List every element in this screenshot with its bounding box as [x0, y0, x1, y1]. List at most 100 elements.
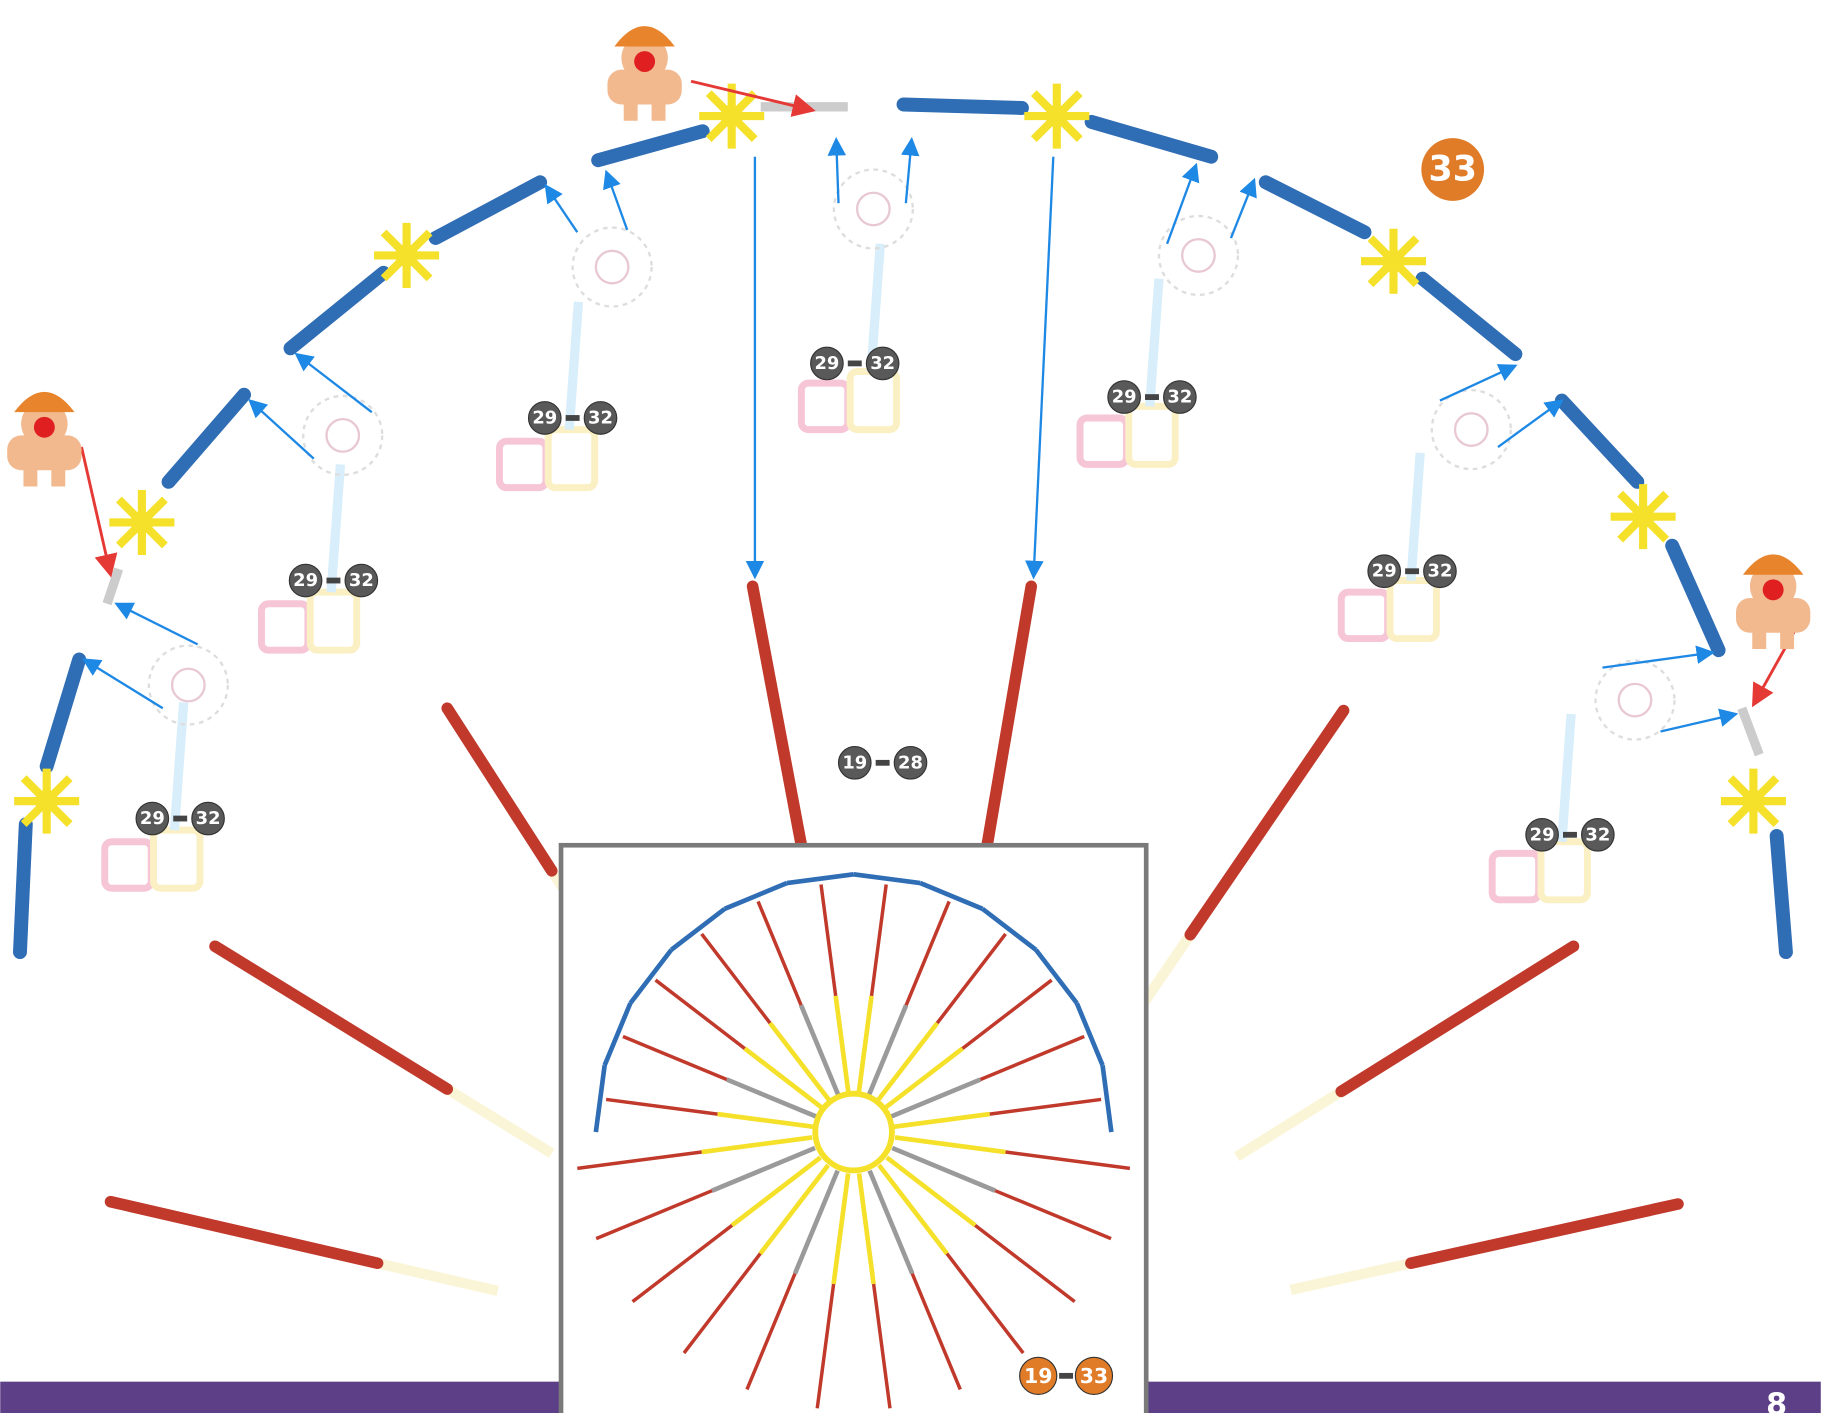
red-rod	[981, 580, 1038, 852]
faint-connector	[1337, 588, 1392, 643]
range-dash	[847, 360, 862, 367]
red-rod	[441, 702, 558, 877]
white-hub	[1617, 682, 1653, 718]
page-number: 8	[1766, 1387, 1787, 1413]
mascot-helmet	[614, 26, 675, 47]
range-number: 32	[1585, 824, 1610, 845]
range-badge	[1367, 554, 1402, 589]
inset-spoke	[877, 1163, 949, 1256]
faint-rod	[1406, 452, 1425, 581]
faint-connector	[1386, 577, 1440, 643]
blue-arrow	[603, 169, 629, 231]
blue-rod	[896, 97, 1029, 115]
faint-connector	[846, 368, 901, 434]
mascot-leg	[51, 458, 66, 487]
range-number: 32	[1428, 561, 1453, 582]
range-badge	[1074, 1356, 1114, 1396]
blue-rod	[1554, 393, 1645, 489]
inset-spoke	[881, 1046, 964, 1112]
hub	[1631, 505, 1655, 529]
inset-spoke	[887, 1077, 982, 1120]
inset-spoke	[725, 1077, 820, 1120]
mascot-leg	[1752, 621, 1767, 650]
inset-spoke	[904, 900, 951, 1006]
red-rod	[1405, 1198, 1684, 1270]
range-number: 32	[588, 407, 613, 428]
blue-arrow	[900, 137, 920, 204]
inset-rim	[669, 906, 727, 952]
inset-rim	[723, 880, 788, 911]
faint-connector	[1488, 849, 1543, 904]
mascot-helmet	[1742, 554, 1804, 575]
white-hub	[170, 667, 206, 703]
step-labels: 33 29 32 29 32 29 32 29 32 29 32 29 32 29 32 19 28 19 33	[135, 138, 1615, 1396]
blue-arrow	[827, 137, 847, 204]
blue-arrow	[114, 602, 199, 646]
inset-spoke	[595, 1189, 713, 1241]
inset-spoke	[869, 884, 888, 997]
white-hub	[325, 417, 361, 453]
inset-spoke	[935, 932, 1007, 1025]
hub	[1045, 104, 1069, 128]
inset-hub	[812, 1090, 895, 1174]
mascot-leg	[623, 92, 638, 121]
inset-spoke	[743, 1046, 826, 1112]
inset-box	[558, 842, 1149, 1413]
inset-spoke	[756, 900, 803, 1006]
range-number: 29	[293, 570, 318, 591]
red-rod	[209, 940, 454, 1095]
white-hub	[1157, 214, 1240, 297]
range-badge	[1525, 817, 1559, 852]
inset-rim	[593, 1065, 607, 1133]
blue-arrow	[1602, 645, 1716, 669]
faint-rod	[564, 301, 584, 430]
faint-rod	[1145, 278, 1164, 407]
blue-arrow	[1497, 399, 1564, 448]
faint-connector	[257, 600, 312, 654]
faint-connector	[1125, 402, 1179, 468]
faint-connector	[1076, 414, 1130, 468]
inset-spoke	[605, 1097, 718, 1116]
inset-rim	[1100, 1065, 1114, 1133]
blue-rod	[39, 652, 87, 774]
white-hub	[147, 644, 229, 726]
inset-rim	[628, 948, 674, 1005]
white-hub	[1430, 388, 1512, 471]
range-number: 32	[349, 570, 374, 591]
blue-rod	[428, 175, 548, 245]
range-number: 28	[898, 752, 923, 773]
white-hub	[1181, 238, 1216, 273]
inset-spoke	[758, 1163, 831, 1256]
range-dash	[1145, 394, 1159, 400]
mascot-leg	[651, 92, 666, 121]
inset-rim	[981, 906, 1038, 952]
blue-arrow	[294, 352, 373, 414]
inset-spoke	[717, 1111, 817, 1130]
blue-rod	[1258, 175, 1372, 240]
faint-connector	[101, 838, 155, 892]
blue-rod	[283, 265, 391, 356]
white-hub	[855, 191, 891, 227]
range-number: 32	[196, 808, 221, 829]
faint-rod	[1557, 713, 1576, 843]
faint-connector	[306, 588, 361, 654]
range-badge	[288, 563, 323, 598]
range-badge	[1423, 554, 1457, 589]
step-number: 33	[1428, 150, 1476, 190]
inset-spoke	[711, 1145, 816, 1193]
inset-spoke	[856, 1173, 876, 1285]
faint-connector	[797, 379, 852, 434]
inset-rim	[602, 1002, 633, 1067]
hub	[395, 244, 418, 267]
inset-spoke	[768, 1021, 833, 1104]
inset-spoke	[745, 1272, 797, 1391]
inset-rim	[919, 880, 984, 911]
range-badge	[135, 801, 170, 836]
inset-spoke	[994, 1189, 1112, 1241]
range-badge	[893, 745, 928, 780]
white-hub	[1453, 412, 1489, 448]
range-dash	[1405, 568, 1420, 575]
inset-spoke	[700, 932, 772, 1025]
white-rod	[102, 567, 124, 606]
